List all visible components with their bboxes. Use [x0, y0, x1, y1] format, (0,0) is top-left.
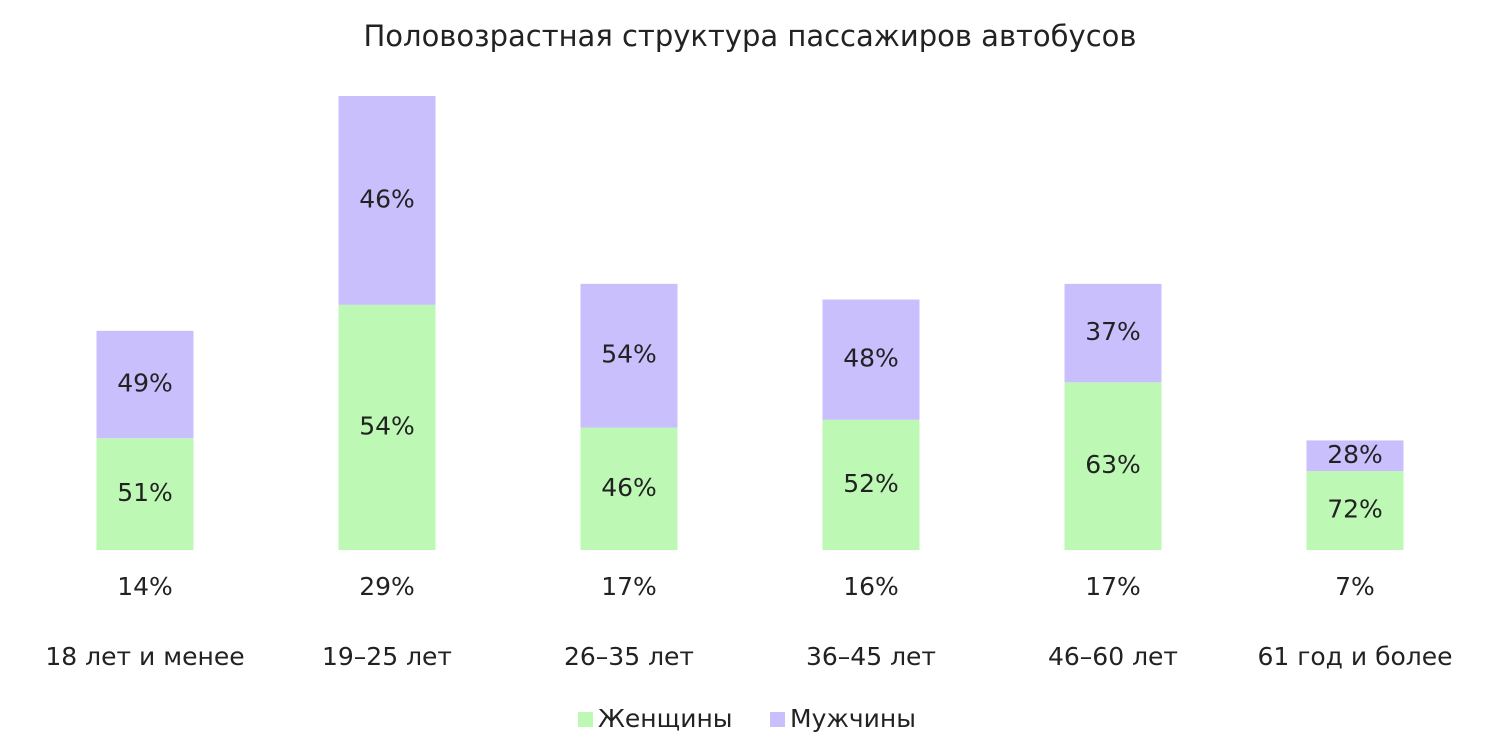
x-tick-label: 18 лет и менее	[45, 642, 244, 671]
bar-segment	[96, 438, 194, 550]
segment-label: 46%	[601, 473, 657, 502]
x-tick-label: 26–35 лет	[564, 642, 694, 671]
bar-segment	[822, 299, 920, 420]
segment-label: 63%	[1085, 450, 1141, 479]
legend-label: Женщины	[598, 704, 733, 733]
x-tick-label: 46–60 лет	[1048, 642, 1178, 671]
legend-swatch	[770, 712, 785, 727]
x-tick-label: 36–45 лет	[806, 642, 936, 671]
total-label: 7%	[1335, 572, 1375, 601]
bar-segment	[1064, 283, 1162, 383]
total-label: 29%	[359, 572, 415, 601]
total-label: 17%	[1085, 572, 1141, 601]
total-label: 14%	[117, 572, 173, 601]
x-tick-label: 61 год и более	[1257, 642, 1452, 671]
segment-label: 49%	[117, 369, 173, 398]
segment-label: 28%	[1327, 440, 1383, 469]
bar-segment	[338, 304, 436, 550]
segment-label: 46%	[359, 184, 415, 213]
bar-segment	[1306, 471, 1404, 550]
bar-segment	[96, 330, 194, 439]
segment-label: 54%	[601, 340, 657, 369]
total-label: 16%	[843, 572, 899, 601]
chart-title: Половозрастная структура пассажиров авто…	[363, 19, 1136, 53]
segment-label: 51%	[117, 478, 173, 507]
bar-segment	[1306, 440, 1404, 472]
bar-segment	[580, 283, 678, 428]
bar-segment	[822, 419, 920, 550]
segment-label: 52%	[843, 469, 899, 498]
segment-label: 48%	[843, 344, 899, 373]
legend-swatch	[578, 712, 593, 727]
total-label: 17%	[601, 572, 657, 601]
legend-label: Мужчины	[790, 704, 916, 733]
segment-label: 37%	[1085, 317, 1141, 346]
bar-segment	[1064, 382, 1162, 550]
bar-segment	[580, 427, 678, 550]
x-tick-label: 19–25 лет	[322, 642, 452, 671]
segment-label: 72%	[1327, 495, 1383, 524]
segment-label: 54%	[359, 411, 415, 440]
bar-segment	[338, 96, 436, 305]
